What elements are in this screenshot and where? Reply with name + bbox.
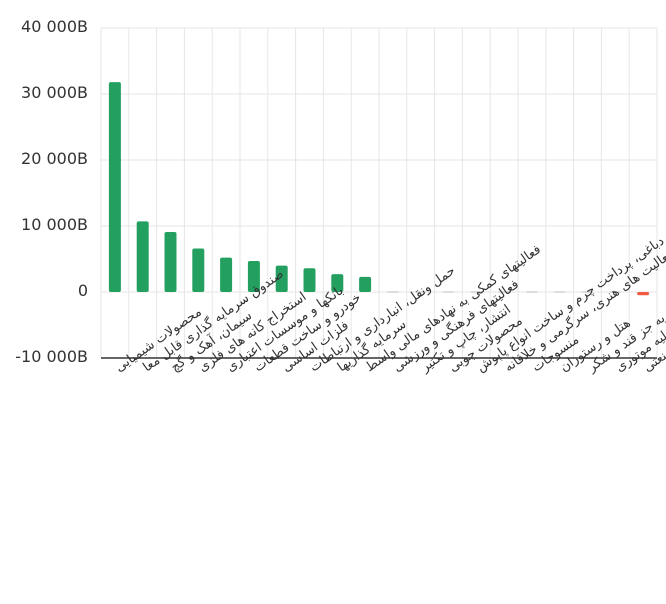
bar[interactable]	[331, 274, 344, 292]
bar[interactable]	[470, 291, 483, 293]
y-tick-label: 0	[78, 281, 88, 300]
bar[interactable]	[414, 291, 427, 293]
bar[interactable]	[220, 257, 233, 292]
bar[interactable]	[581, 291, 594, 293]
y-tick-label: 40 000B	[21, 17, 88, 36]
bar[interactable]	[525, 291, 538, 293]
bar[interactable]	[136, 221, 149, 292]
bar[interactable]	[303, 268, 316, 292]
y-tick-label: 10 000B	[21, 215, 88, 234]
bar[interactable]	[164, 231, 177, 292]
bar[interactable]	[442, 291, 455, 293]
bars	[108, 82, 650, 296]
y-tick-label: 20 000B	[21, 149, 88, 168]
bar[interactable]	[247, 260, 260, 292]
bar[interactable]	[553, 291, 566, 293]
bar[interactable]	[359, 276, 372, 292]
y-axis-ticks: 40 000B 30 000B 20 000B 10 000B 0 -10 000B	[15, 17, 88, 366]
bar[interactable]	[386, 291, 399, 293]
y-tick-label: -10 000B	[15, 347, 88, 366]
y-tick-label: 30 000B	[21, 83, 88, 102]
bar[interactable]	[498, 291, 511, 293]
grid-lines	[100, 27, 658, 359]
bar[interactable]	[637, 292, 650, 296]
bar[interactable]	[609, 291, 622, 293]
bar[interactable]	[108, 82, 121, 293]
bar[interactable]	[275, 265, 288, 292]
bar[interactable]	[192, 248, 205, 292]
